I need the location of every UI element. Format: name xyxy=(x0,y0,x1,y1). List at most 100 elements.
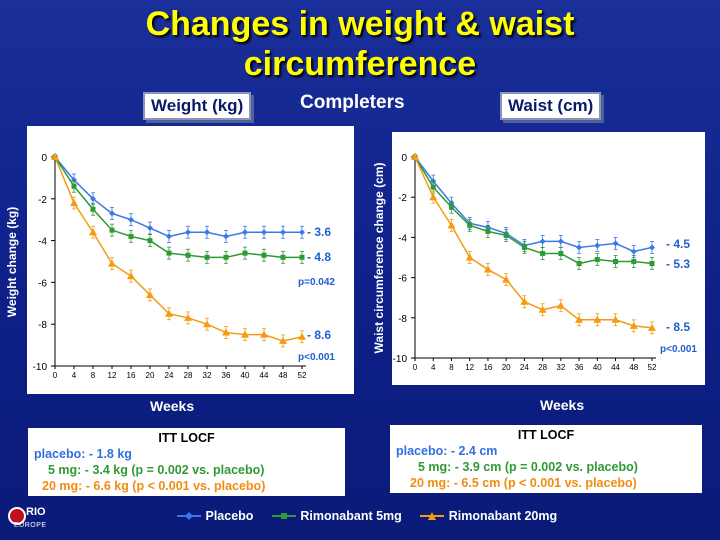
waist-x-tick-label: 24 xyxy=(520,363,529,372)
weight-plot-panel xyxy=(27,126,354,394)
weight-point-placebo xyxy=(261,229,267,236)
weight-annotation-p5: p=0.042 xyxy=(298,277,335,288)
waist-x-tick-label: 52 xyxy=(648,363,657,372)
waist-point-rim5 xyxy=(613,259,619,265)
legend-item-rim5: Rimonabant 5mg xyxy=(271,509,402,523)
waist-series-line-rim5 xyxy=(414,156,653,265)
weight-itt-5mg: 5 mg: - 3.4 kg (p = 0.002 vs. placebo) xyxy=(48,463,265,477)
waist-point-rim20 xyxy=(465,253,474,261)
weight-point-rim20 xyxy=(146,290,154,298)
weight-y-label: Weight change (kg) xyxy=(5,207,19,317)
waist-x-tick-label: 0 xyxy=(413,363,418,372)
weight-x-tick-label: 12 xyxy=(108,371,117,380)
weight-point-rim20 xyxy=(203,320,211,328)
weight-x-tick-label: 28 xyxy=(184,371,193,380)
waist-series-line-rim20 xyxy=(414,156,653,329)
weight-x-tick-label: 32 xyxy=(203,371,212,380)
weight-y-tick-label: -10 xyxy=(33,362,48,373)
weight-point-rim5 xyxy=(166,250,172,256)
rio-europe-logo: RIO EUROPE xyxy=(6,505,46,531)
waist-point-rim20 xyxy=(520,297,529,305)
weight-x-tick-label: 36 xyxy=(222,371,231,380)
weight-point-rim20 xyxy=(70,198,78,206)
waist-y-label: Waist circumference change (cm) xyxy=(372,163,386,354)
waist-y-tick-label: 0 xyxy=(401,153,407,164)
weight-point-rim20 xyxy=(127,272,135,280)
waist-point-rim20 xyxy=(502,275,511,283)
waist-point-rim5 xyxy=(448,204,454,210)
weight-point-rim20 xyxy=(89,228,97,236)
waist-itt-box: ITT LOCF placebo: - 2.4 cm 5 mg: - 3.9 c… xyxy=(390,425,702,493)
waist-annotation-p20: p<0.001 xyxy=(660,344,697,355)
weight-x-tick-label: 44 xyxy=(260,371,269,380)
weight-x-tick-label: 0 xyxy=(53,371,58,380)
legend-label-rim5: Rimonabant 5mg xyxy=(300,508,402,523)
waist-x-tick-label: 40 xyxy=(593,363,602,372)
waist-point-placebo xyxy=(576,244,583,251)
waist-y-tick-label: -8 xyxy=(398,314,407,325)
waist-point-rim5 xyxy=(576,261,582,267)
weight-annotation-rim5: - 4.8 xyxy=(307,250,331,264)
page-title: Changes in weight & waist circumference xyxy=(0,4,720,84)
legend-label-placebo: Placebo xyxy=(205,508,254,523)
waist-point-rim5 xyxy=(467,222,473,228)
weight-point-rim20 xyxy=(260,330,268,338)
weight-x-tick-label: 4 xyxy=(72,371,77,380)
weight-point-placebo xyxy=(299,229,305,236)
waist-point-rim20 xyxy=(593,315,602,323)
weight-x-tick-label: 20 xyxy=(146,371,155,380)
waist-x-tick-label: 16 xyxy=(483,363,492,372)
weight-y-tick-label: 0 xyxy=(41,153,47,164)
waist-point-placebo xyxy=(557,238,564,245)
weight-itt-box: ITT LOCF placebo: - 1.8 kg 5 mg: - 3.4 k… xyxy=(28,428,345,496)
waist-x-tick-label: 44 xyxy=(611,363,620,372)
weight-series-line-rim20 xyxy=(54,156,303,342)
weight-point-rim20 xyxy=(184,313,192,321)
waist-point-rim5 xyxy=(594,257,600,263)
weight-y-tick-label: -2 xyxy=(38,195,47,206)
weight-series-line-rim5 xyxy=(54,156,302,259)
weight-point-rim5 xyxy=(185,252,191,258)
weight-annotation-rim20: - 8.6 xyxy=(307,328,331,342)
weight-point-rim5 xyxy=(90,206,96,212)
waist-x-tick-label: 4 xyxy=(431,363,436,372)
weight-annotation-p20: p<0.001 xyxy=(298,352,335,363)
waist-point-rim20 xyxy=(629,321,638,329)
waist-point-rim20 xyxy=(483,265,492,273)
waist-series-line-placebo xyxy=(414,156,653,253)
weight-itt-heading: ITT LOCF xyxy=(158,431,215,445)
weight-point-rim5 xyxy=(223,254,229,260)
weight-point-rim5 xyxy=(299,254,305,260)
waist-x-tick-label: 20 xyxy=(502,363,511,372)
waist-x-label: Weeks xyxy=(540,397,585,413)
waist-plot-panel xyxy=(392,132,705,385)
waist-x-tick-label: 48 xyxy=(629,363,638,372)
weight-x-tick-label: 52 xyxy=(298,371,307,380)
waist-point-placebo xyxy=(649,244,655,251)
weight-point-placebo xyxy=(147,225,153,232)
weight-point-rim20 xyxy=(108,259,116,267)
waist-annotation-placebo: - 4.5 xyxy=(666,237,690,251)
weight-x-tick-label: 8 xyxy=(91,371,96,380)
waist-x-tick-label: 12 xyxy=(465,363,474,372)
completers-label: Completers xyxy=(300,92,405,113)
waist-point-placebo xyxy=(594,242,601,249)
waist-itt-5mg: 5 mg: - 3.9 cm (p = 0.002 vs. placebo) xyxy=(418,460,638,474)
weight-point-rim5 xyxy=(147,238,153,244)
weight-point-rim5 xyxy=(280,254,286,260)
weight-x-label: Weeks xyxy=(150,398,195,414)
legend: Placebo Rimonabant 5mg Rimonabant 20mg xyxy=(176,508,571,523)
weight-x-tick-label: 16 xyxy=(127,371,136,380)
waist-point-rim5 xyxy=(649,261,655,267)
weight-point-placebo xyxy=(109,210,115,217)
weight-x-tick-label: 48 xyxy=(279,371,288,380)
waist-x-tick-label: 32 xyxy=(556,363,565,372)
weight-point-rim20 xyxy=(51,153,59,160)
weight-point-rim5 xyxy=(109,227,115,233)
waist-point-rim20 xyxy=(538,305,547,313)
weight-box-label: Weight (kg) xyxy=(143,92,252,120)
waist-point-rim5 xyxy=(540,250,546,256)
waist-point-rim5 xyxy=(503,232,509,238)
logo-circle-icon xyxy=(8,507,26,525)
